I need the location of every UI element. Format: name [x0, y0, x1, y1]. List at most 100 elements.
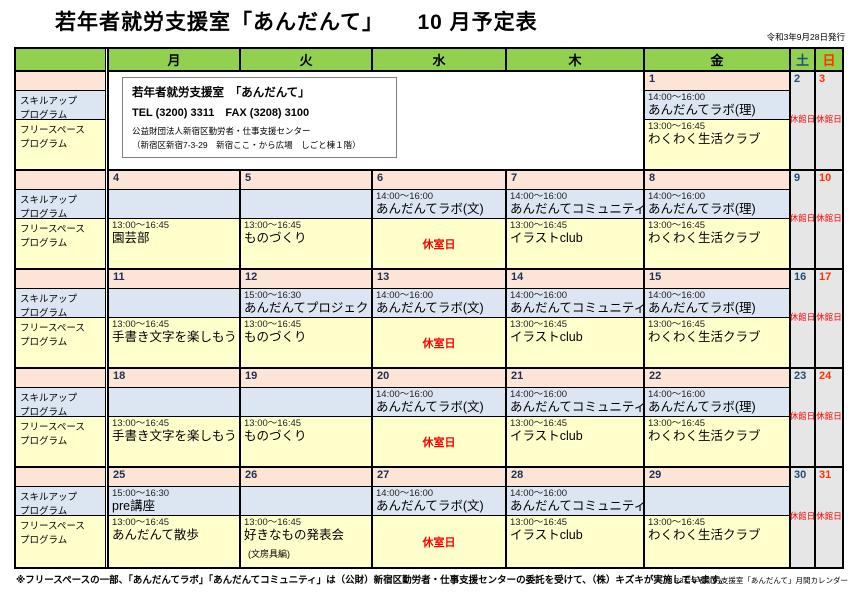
event-time: 13:00～16:45 — [112, 319, 170, 330]
free-program-cell: 13:00～16:45 あんだんて散歩 — [109, 516, 241, 567]
event-time: 14:00～16:00 — [376, 488, 434, 499]
weekday-header-label: 木 — [568, 53, 582, 68]
row-label-line: フリースペース — [20, 422, 85, 433]
date-cell: 13 — [373, 270, 507, 289]
weekday-header-6: 日 — [816, 49, 842, 72]
row-label-free-program: フリースペース プログラム — [16, 516, 106, 567]
date-cell: 18 — [109, 369, 241, 388]
free-program-cell: 13:00～16:45 わくわく生活クラブ — [645, 219, 791, 270]
event-name: あんだんてプロジェクト — [244, 301, 381, 316]
weekday-header-2: 水 — [373, 49, 507, 72]
date-cell: 11 — [109, 270, 241, 289]
event-time: 14:00～16:00 — [648, 92, 706, 103]
date-number: 28 — [511, 469, 524, 481]
date-number: 26 — [245, 469, 258, 481]
date-cell: 1 — [645, 72, 791, 91]
date-number: 8 — [649, 172, 656, 184]
contact-tel-fax: TEL (3200) 3311 FAX (3208) 3100 — [132, 107, 310, 119]
date-number: 12 — [245, 271, 258, 283]
weekday-header-label: 金 — [710, 53, 724, 68]
skill-program-cell — [109, 190, 241, 219]
row-label-line: プログラム — [20, 435, 68, 447]
info-merged-cell: 若年者就労支援室 「あんだんて」 TEL (3200) 3311 FAX (320… — [109, 72, 645, 171]
row-label-text: スキルアップ プログラム — [16, 388, 105, 420]
row-label-line: スキルアップ — [20, 294, 78, 305]
contact-info-box: 若年者就労支援室 「あんだんて」 TEL (3200) 3311 FAX (320… — [122, 77, 397, 158]
event-name: あんだんてラボ(文) — [376, 301, 484, 316]
contact-address: （新宿区新宿7-3-29 新宿ここ・から広場 しごと棟１階） — [132, 140, 361, 150]
free-program-cell: 休室日 — [373, 219, 507, 270]
date-number: 2 — [794, 73, 801, 85]
event-name: イラストclub — [510, 231, 583, 246]
row-label-line: フリースペース — [20, 224, 85, 235]
skill-program-cell — [109, 388, 241, 417]
event-time: 13:00～16:45 — [648, 319, 706, 330]
row-label-line: プログラム — [20, 138, 68, 150]
date-number: 19 — [245, 370, 258, 382]
event-name: あんだんてコミュニティ — [510, 301, 647, 316]
weekday-header-label: 月 — [167, 53, 181, 68]
date-number: 23 — [794, 370, 807, 382]
free-program-cell: 休室日 — [373, 318, 507, 369]
skill-program-cell — [645, 487, 791, 516]
event-time: 14:00～16:00 — [376, 389, 434, 400]
event-name: 園芸部 — [112, 231, 150, 246]
row-label-skill-program: スキルアップ プログラム — [16, 289, 106, 319]
closed-day-cell: 17 休館日 — [816, 270, 842, 369]
free-program-cell: 13:00～16:45 イラストclub — [507, 516, 645, 567]
date-number: 20 — [377, 370, 390, 382]
skill-program-cell — [241, 487, 373, 516]
row-label-text: フリースペース プログラム — [16, 318, 105, 350]
date-cell: 19 — [241, 369, 373, 388]
row-label-date-strip — [16, 171, 106, 190]
event-time: 13:00～16:45 — [244, 517, 302, 528]
date-number: 9 — [794, 172, 801, 184]
date-cell: 14 — [507, 270, 645, 289]
event-name: わくわく生活クラブ — [648, 528, 761, 543]
row-label-date-strip — [16, 270, 106, 289]
closed-day-cell: 31 休館日 — [816, 468, 842, 567]
date-cell: 28 — [507, 468, 645, 487]
skill-program-cell: 14:00～16:00 あんだんてラボ(文) — [373, 487, 507, 516]
date-number: 29 — [649, 469, 662, 481]
skill-program-cell: 14:00～16:00 あんだんてコミュニティ — [507, 289, 647, 318]
event-time: 14:00～16:00 — [376, 191, 434, 202]
row-label-text: フリースペース プログラム — [16, 417, 105, 449]
closed-hall-label: 休館日 — [816, 311, 842, 322]
event-name: あんだんてラボ(理) — [648, 400, 756, 415]
event-name: 手書き文字を楽しもう — [112, 330, 237, 345]
free-program-cell: 13:00～16:45 わくわく生活クラブ — [645, 516, 791, 567]
weekday-header-label: 火 — [299, 53, 313, 68]
free-program-cell: 13:00～16:45 イラストclub — [507, 318, 645, 369]
skill-program-cell: 15:00～16:30 pre講座 — [109, 487, 241, 516]
row-label-line: フリースペース — [20, 323, 85, 334]
event-time: 14:00～16:00 — [510, 290, 568, 301]
event-name: わくわく生活クラブ — [648, 132, 761, 147]
event-time: 14:00～16:00 — [376, 290, 434, 301]
row-label-line: プログラム — [20, 109, 68, 121]
date-cell: 8 — [645, 171, 791, 190]
event-name: ものづくり — [244, 429, 307, 444]
date-cell: 7 — [507, 171, 645, 190]
date-number: 13 — [377, 271, 390, 283]
event-name: イラストclub — [510, 429, 583, 444]
weekday-header-0: 月 — [109, 49, 241, 72]
event-name: あんだんてコミュニティ — [510, 202, 647, 217]
event-name: ものづくり — [244, 231, 307, 246]
date-number: 1 — [649, 73, 656, 85]
event-name: あんだんて散歩 — [112, 528, 199, 543]
closed-room-label: 休室日 — [422, 436, 456, 449]
event-time: 13:00～16:45 — [648, 220, 706, 231]
skill-program-cell: 14:00～16:00 あんだんてラボ(文) — [373, 289, 507, 318]
event-name: あんだんてラボ(理) — [648, 301, 756, 316]
date-number: 16 — [794, 271, 807, 283]
weekday-header-label: 土 — [795, 53, 809, 68]
event-time: 13:00～16:45 — [112, 220, 170, 231]
row-label-line: プログラム — [20, 237, 68, 249]
skill-program-cell: 14:00～16:00 あんだんてラボ(理) — [645, 388, 791, 417]
closed-hall-label: 休館日 — [789, 113, 816, 124]
row-label-skill-program: スキルアップ プログラム — [16, 91, 106, 121]
row-label-line: スキルアップ — [20, 96, 78, 107]
row-label-date-strip — [16, 72, 106, 91]
row-label-text: スキルアップ プログラム — [16, 487, 105, 519]
